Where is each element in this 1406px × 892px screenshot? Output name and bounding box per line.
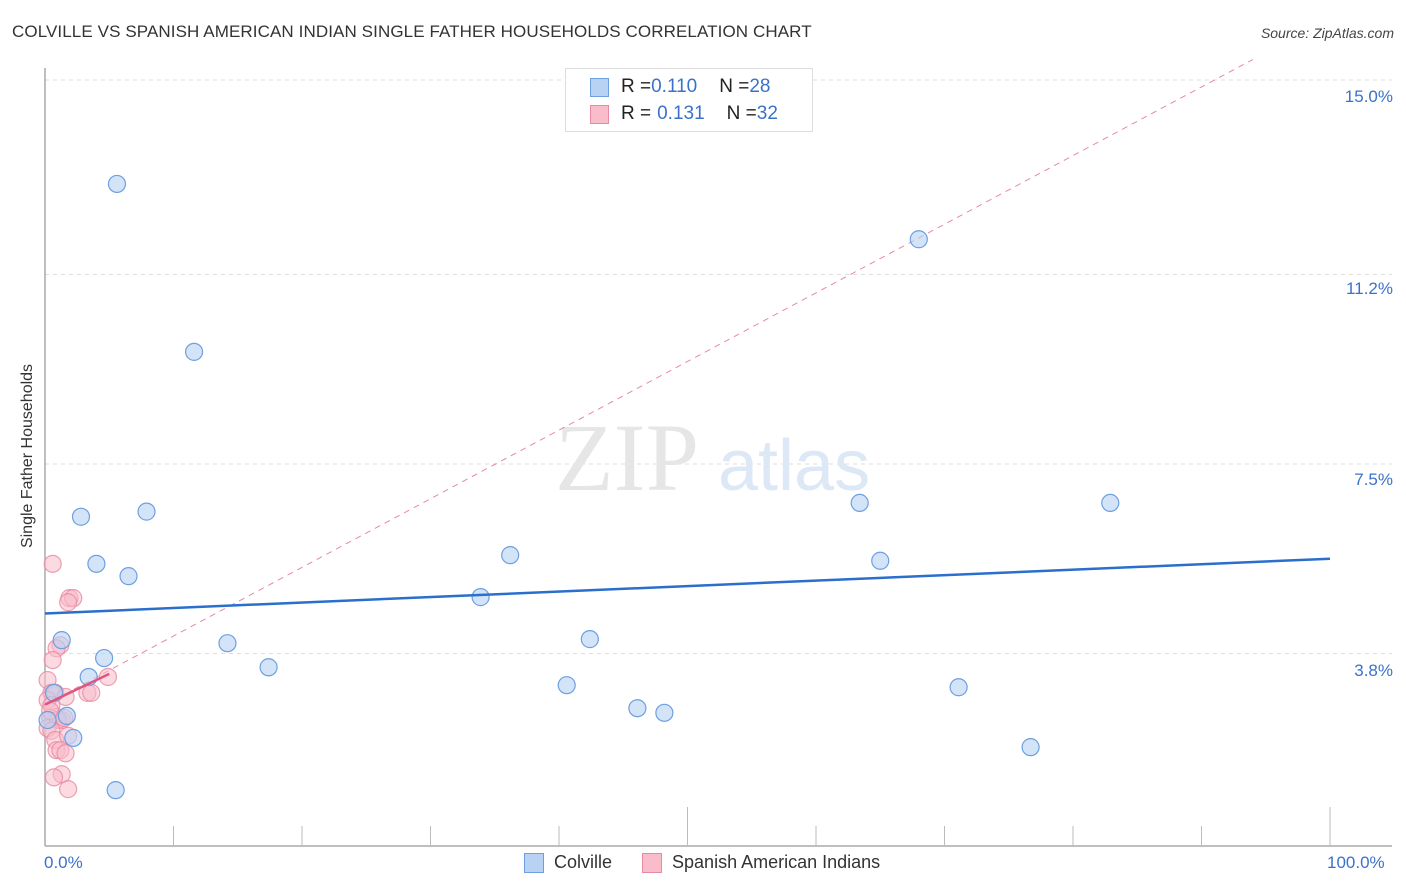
data-point <box>56 744 75 763</box>
x-tick-100: 100.0% <box>1327 853 1385 872</box>
data-point <box>106 781 125 800</box>
legend-row-colville: R = 0.110 N = 28 <box>590 76 771 98</box>
spanish-swatch-icon <box>642 852 663 873</box>
svg-text:atlas: atlas <box>718 426 870 506</box>
data-point <box>557 676 576 695</box>
data-point <box>59 593 78 612</box>
data-point <box>501 546 520 565</box>
legend-label: Spanish American Indians <box>672 852 881 872</box>
gridlines <box>45 79 1392 654</box>
legend-item-colville[interactable]: Colville <box>524 852 612 873</box>
data-point <box>71 507 91 526</box>
data-point <box>1021 738 1040 757</box>
data-point <box>628 699 647 718</box>
n-value: 28 <box>749 76 771 97</box>
data-point <box>107 174 127 194</box>
y-tick-3-8: 3.8% <box>1354 661 1393 680</box>
data-point <box>580 630 599 649</box>
data-point <box>871 551 890 570</box>
data-point <box>57 706 76 726</box>
data-point <box>259 658 278 677</box>
y-tick-15: 15.0% <box>1344 87 1393 106</box>
colville-points <box>38 174 1120 800</box>
data-point <box>218 634 237 653</box>
data-point <box>98 667 118 687</box>
trend-lines <box>44 557 1331 706</box>
data-point <box>43 554 62 573</box>
data-point <box>44 768 64 787</box>
r-value: 0.131 <box>657 103 705 124</box>
data-point <box>95 648 114 668</box>
data-point <box>1101 493 1120 513</box>
n-value: 32 <box>756 103 778 124</box>
data-point <box>471 588 490 607</box>
data-point <box>87 554 106 573</box>
data-point <box>38 710 57 730</box>
y-tick-7-5: 7.5% <box>1354 470 1393 489</box>
data-point <box>64 728 83 748</box>
r-label: R = <box>621 103 652 124</box>
data-point <box>119 567 138 586</box>
r-value: 0.110 <box>651 76 698 97</box>
zipatlas-watermark: ZIP atlas <box>555 404 870 511</box>
n-label: N = <box>719 76 750 97</box>
data-point <box>949 678 968 697</box>
data-point <box>184 342 204 361</box>
data-point <box>52 631 71 650</box>
y-tick-11-2: 11.2% <box>1346 279 1393 298</box>
x-tick-0: 0.0% <box>44 853 83 872</box>
colville-swatch-icon <box>590 77 609 97</box>
data-point <box>909 230 928 249</box>
series-legend: Colville Spanish American Indians <box>524 852 910 873</box>
legend-item-spanish[interactable]: Spanish American Indians <box>642 852 880 873</box>
spanish-trend-line <box>44 672 110 706</box>
spanish-swatch-icon <box>590 104 609 124</box>
n-label: N = <box>726 103 757 124</box>
data-point <box>850 493 869 513</box>
svg-text:ZIP: ZIP <box>555 404 699 511</box>
data-point <box>59 780 78 799</box>
data-point <box>82 683 101 702</box>
y-axis-label: Single Father Households <box>19 363 36 549</box>
data-point <box>137 502 156 521</box>
r-label: R = <box>621 76 652 97</box>
legend-row-spanish: R = 0.131 N = 32 <box>590 103 778 125</box>
colville-swatch-icon <box>524 852 544 873</box>
source-label: Source: ZipAtlas.com <box>1260 25 1394 41</box>
legend-label: Colville <box>554 852 613 872</box>
chart-title: COLVILLE VS SPANISH AMERICAN INDIAN SING… <box>12 22 812 41</box>
correlation-legend: R = 0.110 N = 28 R = 0.131 N = 32 <box>565 68 813 132</box>
data-point <box>655 703 674 722</box>
data-point <box>43 650 62 670</box>
spanish-trend-dashed <box>44 59 1254 706</box>
colville-trend-line <box>44 557 1331 615</box>
